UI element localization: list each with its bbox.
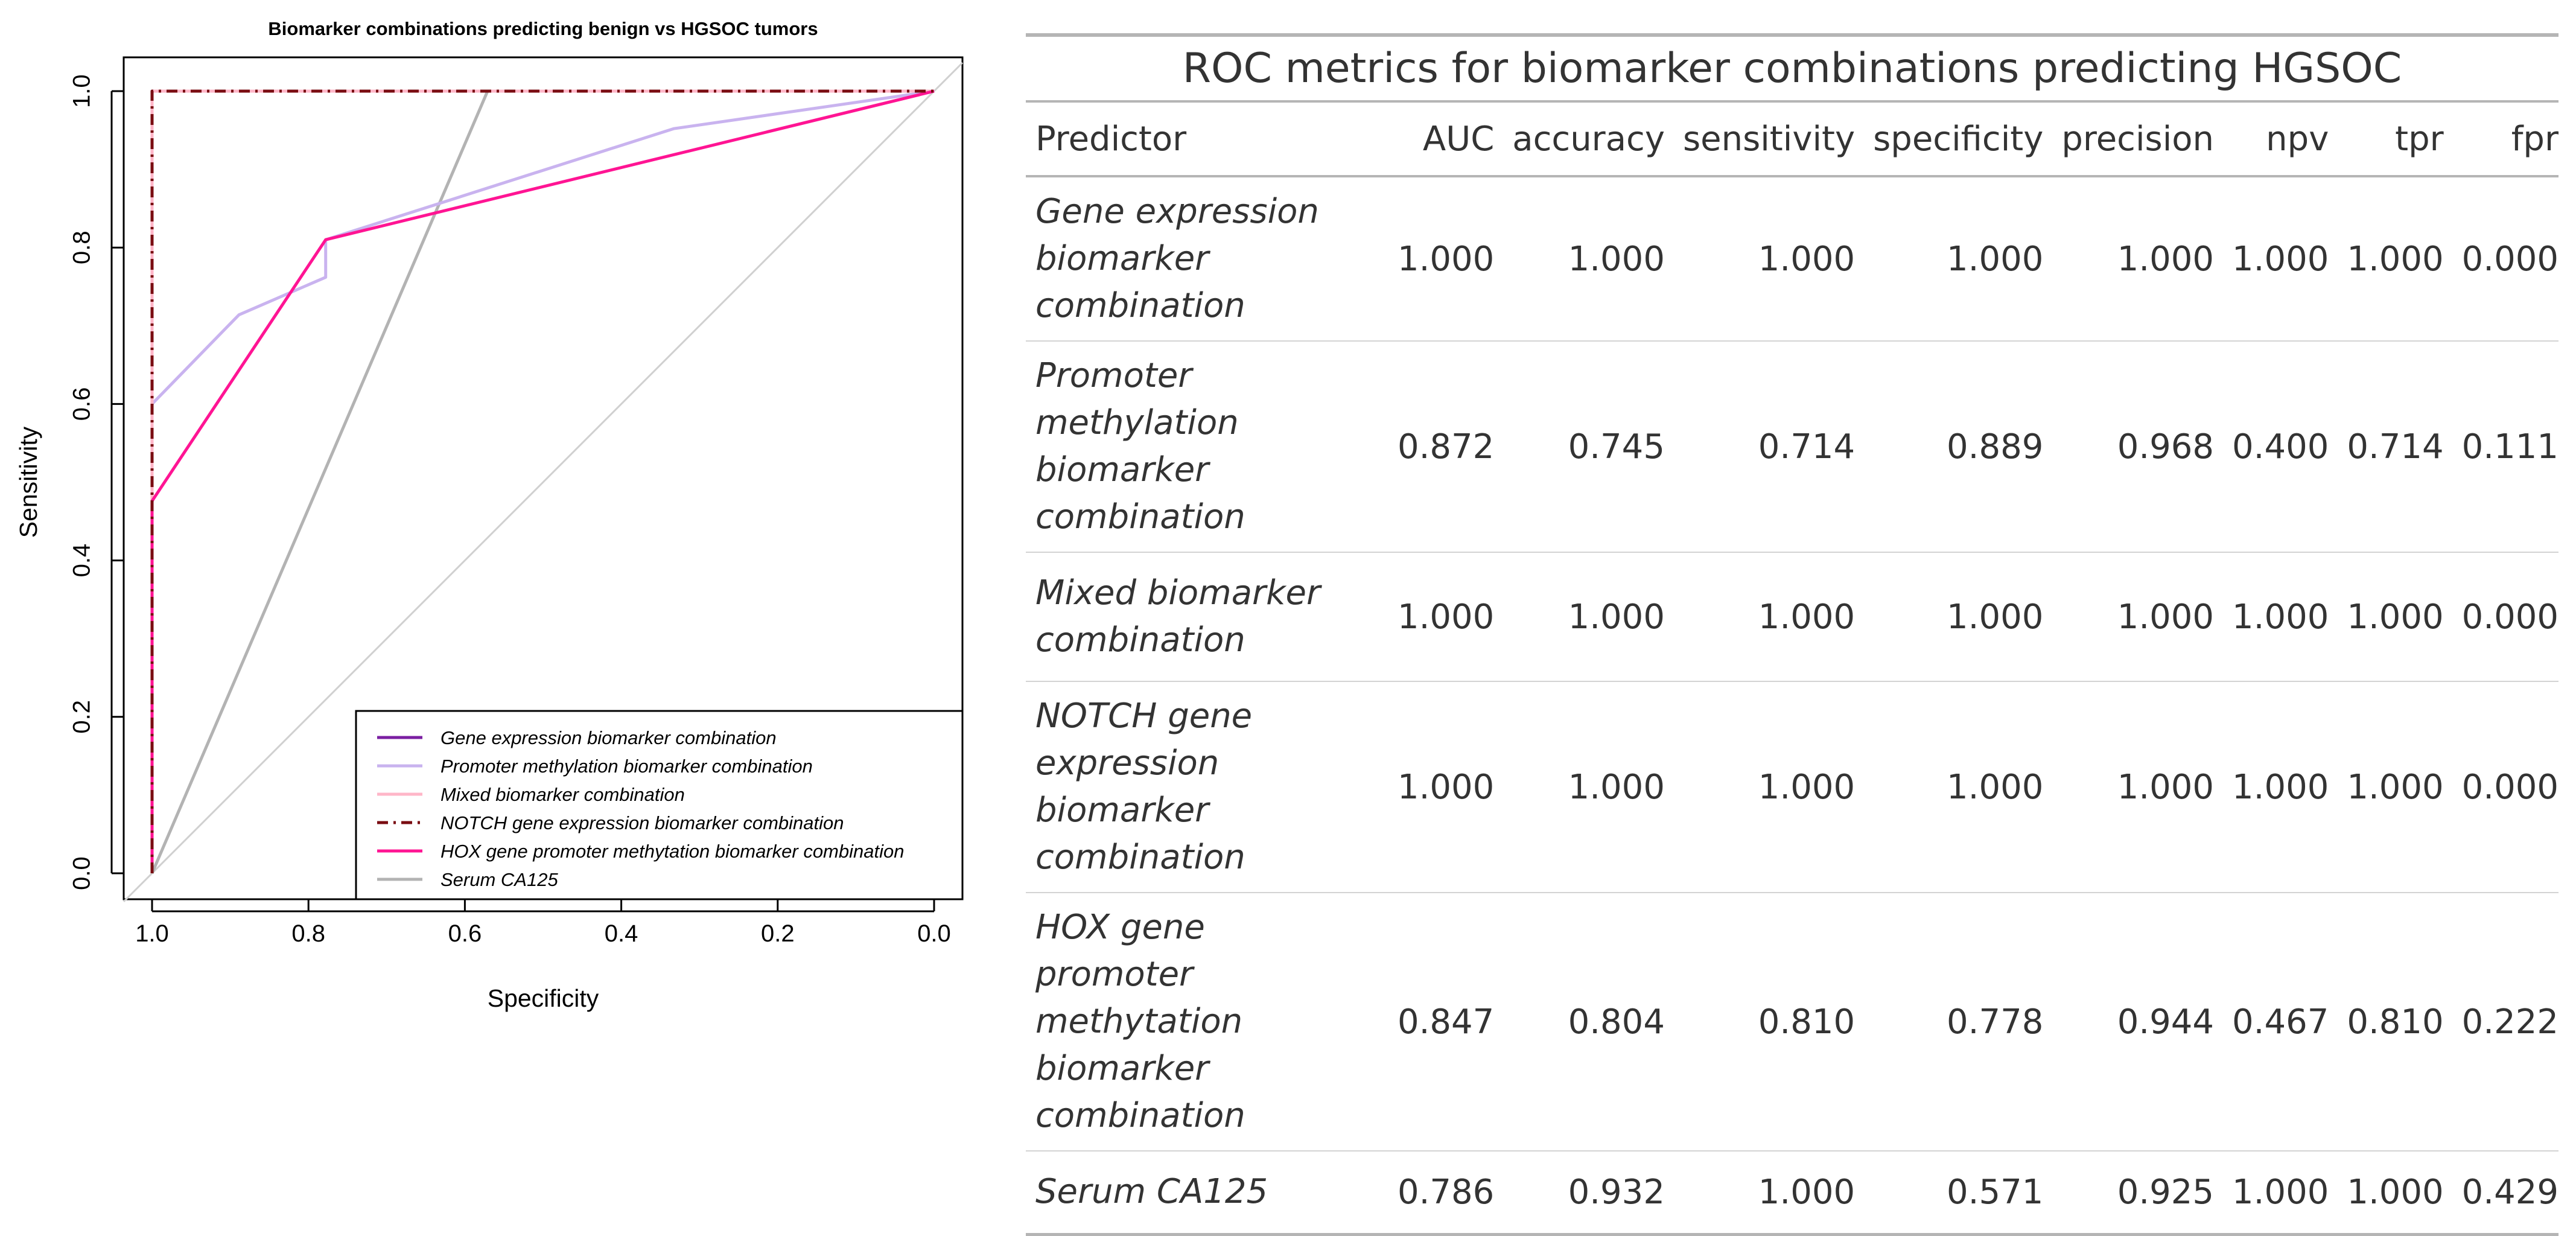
precision-cell: 1.000 (2043, 176, 2215, 342)
auc-cell: 0.847 (1379, 893, 1495, 1152)
specificity-cell: 1.000 (1855, 176, 2044, 342)
accuracy-cell: 1.000 (1494, 176, 1665, 342)
roc-chart: Biomarker combinations predicting benign… (0, 0, 990, 1028)
table-row: Gene expression biomarker combination 1.… (1026, 176, 2559, 342)
y-tick-label: 0.2 (69, 700, 95, 734)
x-tick-label: 0.8 (291, 920, 325, 947)
column-header-predictor: Predictor (1026, 100, 1379, 177)
roc-metrics-table: Predictor AUC accuracy sensitivity speci… (1026, 100, 2559, 1236)
sensitivity-cell: 1.000 (1664, 1151, 1856, 1236)
fpr-cell: 0.000 (2443, 552, 2559, 682)
roc-metrics-table-panel: ROC metrics for biomarker combinations p… (1026, 33, 2559, 1236)
column-header-npv: npv (2214, 100, 2329, 177)
auc-cell: 1.000 (1379, 681, 1495, 893)
predictor-cell: NOTCH gene expression biomarker combinat… (1026, 681, 1379, 893)
tpr-cell: 1.000 (2329, 1151, 2444, 1236)
fpr-cell: 0.000 (2443, 681, 2559, 893)
legend-label: Mixed biomarker combination (440, 784, 685, 805)
accuracy-cell: 1.000 (1494, 681, 1665, 893)
y-tick-label: 0.8 (69, 231, 95, 264)
predictor-cell: Mixed biomarker combination (1026, 552, 1379, 682)
x-tick-label: 0.6 (448, 920, 482, 947)
column-header-specificity: specificity (1855, 100, 2044, 177)
tpr-cell: 1.000 (2329, 176, 2444, 342)
npv-cell: 0.400 (2214, 341, 2329, 553)
npv-cell: 1.000 (2214, 176, 2329, 342)
auc-cell: 0.872 (1379, 341, 1495, 553)
specificity-cell: 0.889 (1855, 341, 2044, 553)
legend-label: Serum CA125 (440, 869, 558, 890)
tpr-cell: 0.810 (2329, 893, 2444, 1152)
precision-cell: 0.968 (2043, 341, 2215, 553)
x-tick-label: 0.0 (917, 920, 951, 947)
fpr-cell: 0.000 (2443, 176, 2559, 342)
precision-cell: 0.925 (2043, 1151, 2215, 1236)
predictor-cell: Gene expression biomarker combination (1026, 176, 1379, 342)
column-header-auc: AUC (1379, 100, 1495, 177)
legend-label: Promoter methylation biomarker combinati… (440, 756, 813, 777)
specificity-cell: 0.778 (1855, 893, 2044, 1152)
column-header-precision: precision (2043, 100, 2215, 177)
sensitivity-cell: 1.000 (1664, 552, 1856, 682)
fpr-cell: 0.429 (2443, 1151, 2559, 1236)
specificity-cell: 0.571 (1855, 1151, 2044, 1236)
y-axis-label: Sensitivity (14, 426, 42, 538)
tpr-cell: 1.000 (2329, 681, 2444, 893)
column-header-sensitivity: sensitivity (1664, 100, 1856, 177)
legend-box (355, 710, 964, 900)
sensitivity-cell: 0.810 (1664, 893, 1856, 1152)
npv-cell: 1.000 (2214, 1151, 2329, 1236)
specificity-cell: 1.000 (1855, 681, 2044, 893)
accuracy-cell: 0.745 (1494, 341, 1665, 553)
table-title: ROC metrics for biomarker combinations p… (1026, 33, 2559, 100)
y-tick-label: 0.4 (69, 544, 95, 578)
roc-chart-svg: Biomarker combinations predicting benign… (14, 18, 964, 1012)
tpr-cell: 0.714 (2329, 341, 2444, 553)
x-tick-label: 0.4 (605, 920, 638, 947)
x-tick-label: 1.0 (135, 920, 169, 947)
sensitivity-cell: 0.714 (1664, 341, 1856, 553)
y-tick-label: 0.0 (69, 856, 95, 890)
precision-cell: 0.944 (2043, 893, 2215, 1152)
y-tick-label: 0.6 (69, 387, 95, 421)
npv-cell: 1.000 (2214, 681, 2329, 893)
tpr-cell: 1.000 (2329, 552, 2444, 682)
auc-cell: 1.000 (1379, 176, 1495, 342)
sensitivity-cell: 1.000 (1664, 176, 1856, 342)
fpr-cell: 0.222 (2443, 893, 2559, 1152)
npv-cell: 1.000 (2214, 552, 2329, 682)
auc-cell: 1.000 (1379, 552, 1495, 682)
npv-cell: 0.467 (2214, 893, 2329, 1152)
specificity-cell: 1.000 (1855, 552, 2044, 682)
fpr-cell: 0.111 (2443, 341, 2559, 553)
y-tick-label: 1.0 (69, 74, 95, 108)
accuracy-cell: 0.804 (1494, 893, 1665, 1152)
column-header-tpr: tpr (2329, 100, 2444, 177)
legend-label: HOX gene promoter methytation biomarker … (440, 841, 904, 862)
precision-cell: 1.000 (2043, 681, 2215, 893)
reference-diagonal-line (122, 62, 964, 903)
auc-cell: 0.786 (1379, 1151, 1495, 1236)
chart-title: Biomarker combinations predicting benign… (268, 18, 818, 39)
table-row: HOX gene promoter methytation biomarker … (1026, 893, 2559, 1152)
table-row: NOTCH gene expression biomarker combinat… (1026, 681, 2559, 893)
accuracy-cell: 0.932 (1494, 1151, 1665, 1236)
sensitivity-cell: 1.000 (1664, 681, 1856, 893)
column-header-accuracy: accuracy (1494, 100, 1665, 177)
table-row: Mixed biomarker combination 1.000 1.000 … (1026, 552, 2559, 682)
table-row: Promoter methylation biomarker combinati… (1026, 341, 2559, 553)
predictor-cell: Promoter methylation biomarker combinati… (1026, 341, 1379, 553)
x-tick-label: 0.2 (761, 920, 795, 947)
predictor-cell: Serum CA125 (1026, 1151, 1379, 1236)
roc-series-line-4 (150, 89, 934, 873)
legend-label: Gene expression biomarker combination (440, 727, 777, 748)
accuracy-cell: 1.000 (1494, 552, 1665, 682)
table-header-row: Predictor AUC accuracy sensitivity speci… (1026, 100, 2559, 177)
column-header-fpr: fpr (2443, 100, 2559, 177)
precision-cell: 1.000 (2043, 552, 2215, 682)
predictor-cell: HOX gene promoter methytation biomarker … (1026, 893, 1379, 1152)
table-row: Serum CA125 0.786 0.932 1.000 0.571 0.92… (1026, 1151, 2559, 1236)
x-axis-label: Specificity (488, 984, 599, 1012)
legend-label: NOTCH gene expression biomarker combinat… (440, 812, 844, 833)
